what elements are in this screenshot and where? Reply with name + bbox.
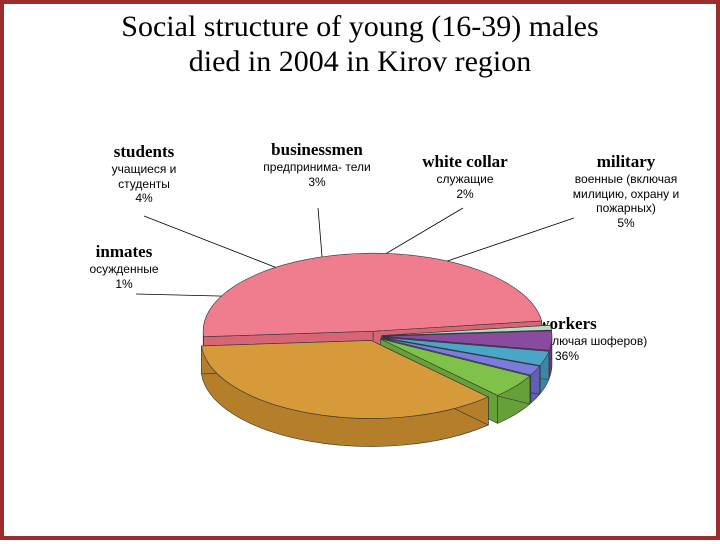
slide: { "title": { "line1": "Social structure … — [0, 0, 720, 540]
pie-chart — [189, 244, 559, 494]
